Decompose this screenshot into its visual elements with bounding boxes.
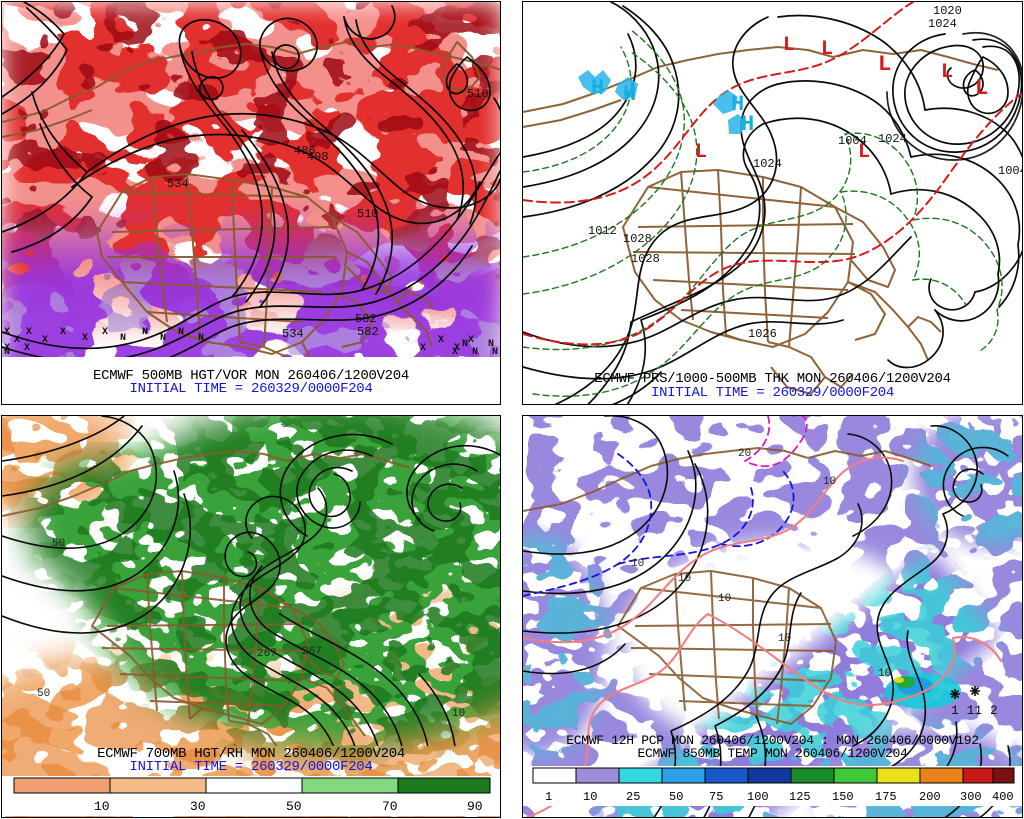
svg-text:50: 50 xyxy=(52,538,65,550)
svg-text:75: 75 xyxy=(709,790,723,804)
svg-text:L: L xyxy=(975,76,988,101)
svg-text:X: X xyxy=(14,335,20,346)
svg-text:L: L xyxy=(821,38,833,61)
svg-text:L: L xyxy=(783,34,795,57)
svg-text:200: 200 xyxy=(919,790,941,804)
svg-text:534: 534 xyxy=(167,177,189,191)
svg-text:50: 50 xyxy=(286,799,302,814)
svg-text:70: 70 xyxy=(382,799,398,814)
svg-text:1004: 1004 xyxy=(838,134,867,148)
svg-text:10: 10 xyxy=(823,476,836,488)
svg-text:267: 267 xyxy=(257,648,277,660)
svg-text:1: 1 xyxy=(545,790,552,804)
svg-text:1028: 1028 xyxy=(623,232,652,246)
svg-text:N: N xyxy=(160,333,166,344)
svg-text:X: X xyxy=(26,327,32,338)
svg-text:X: X xyxy=(24,343,30,354)
svg-text:50: 50 xyxy=(37,688,50,700)
svg-text:10: 10 xyxy=(452,708,465,720)
svg-text:125: 125 xyxy=(789,790,811,804)
svg-text:1028: 1028 xyxy=(631,252,660,266)
svg-text:1024: 1024 xyxy=(928,17,957,31)
svg-text:1 11 2: 1 11 2 xyxy=(951,703,998,718)
svg-text:10: 10 xyxy=(778,633,791,645)
svg-text:582: 582 xyxy=(357,325,379,339)
svg-text:10: 10 xyxy=(878,668,891,680)
svg-text:10: 10 xyxy=(94,799,110,814)
svg-text:X: X xyxy=(60,327,66,338)
svg-text:X: X xyxy=(102,327,108,338)
svg-text:H: H xyxy=(623,82,636,107)
svg-text:N: N xyxy=(142,327,148,338)
svg-text:1026: 1026 xyxy=(748,327,777,341)
svg-text:X: X xyxy=(468,335,474,346)
svg-text:L: L xyxy=(695,141,707,164)
svg-text:N: N xyxy=(120,333,126,344)
svg-text:1024: 1024 xyxy=(878,132,907,146)
svg-text:20: 20 xyxy=(738,448,751,460)
svg-text:50: 50 xyxy=(669,790,683,804)
svg-text:534: 534 xyxy=(282,327,304,341)
svg-text:90: 90 xyxy=(467,799,483,814)
svg-text:510: 510 xyxy=(467,87,489,101)
svg-text:150: 150 xyxy=(832,790,854,804)
svg-text:100: 100 xyxy=(747,790,769,804)
svg-text:X: X xyxy=(4,327,10,338)
svg-text:175: 175 xyxy=(875,790,897,804)
svg-text:N: N xyxy=(198,333,204,344)
svg-text:300: 300 xyxy=(960,790,982,804)
svg-text:1020: 1020 xyxy=(933,4,962,18)
svg-text:N: N xyxy=(4,347,10,358)
svg-text:X: X xyxy=(82,333,88,344)
svg-text:10: 10 xyxy=(718,593,731,605)
svg-text:X: X xyxy=(420,343,426,354)
svg-text:H: H xyxy=(591,76,604,101)
svg-text:10: 10 xyxy=(631,558,644,570)
svg-text:L: L xyxy=(941,61,953,84)
svg-text:X: X xyxy=(452,347,458,358)
svg-text:400: 400 xyxy=(992,790,1014,804)
svg-text:X: X xyxy=(42,335,48,346)
svg-text:N: N xyxy=(178,327,184,338)
svg-text:1024: 1024 xyxy=(753,157,782,171)
svg-text:1004: 1004 xyxy=(998,164,1023,178)
svg-text:582: 582 xyxy=(355,312,377,326)
svg-text:10: 10 xyxy=(583,790,597,804)
svg-text:H: H xyxy=(741,112,754,137)
svg-text:X: X xyxy=(438,335,444,346)
svg-text:510: 510 xyxy=(357,207,379,221)
svg-text:L: L xyxy=(878,52,891,77)
svg-text:1012: 1012 xyxy=(588,224,617,238)
svg-text:25: 25 xyxy=(626,790,640,804)
svg-text:498: 498 xyxy=(307,150,329,164)
svg-text:N: N xyxy=(462,339,468,350)
svg-text:267: 267 xyxy=(302,646,322,658)
svg-text:N: N xyxy=(492,347,498,358)
svg-text:10: 10 xyxy=(678,573,691,585)
svg-text:30: 30 xyxy=(190,799,206,814)
svg-text:N: N xyxy=(472,347,478,358)
